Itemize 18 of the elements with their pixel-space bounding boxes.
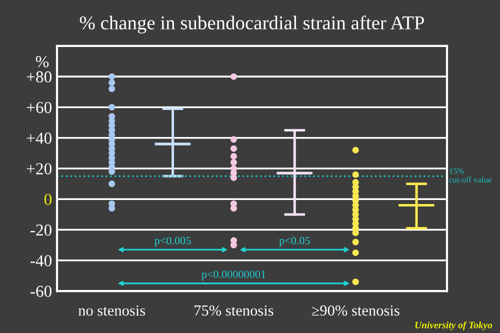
annotation: p<0.00000001 (202, 270, 266, 280)
x-tick-label: ≥90% stenosis (312, 305, 400, 316)
y-tick-label: 0 (44, 194, 52, 206)
chart-title: % change in subendocardial strain after ATP (80, 16, 424, 34)
y-tick-label: +40 (26, 132, 52, 144)
y-tick-label: +60 (26, 102, 52, 114)
ref-line-label: 15% cut-off value (449, 168, 492, 183)
annotation: p<0.05 (279, 236, 310, 247)
y-tick-label: -20 (30, 224, 52, 236)
y-tick-label: +20 (26, 163, 52, 174)
y-tick-label: -40 (30, 255, 52, 266)
text: University of Tokyo (415, 321, 492, 330)
y-tick-label: +80 (26, 71, 52, 83)
annotation: p<0.005 (154, 236, 191, 247)
y-axis-title: % (36, 56, 49, 68)
y-tick-label: -60 (30, 286, 52, 297)
x-tick-label: 75% stenosis (194, 305, 274, 316)
x-tick-label: no stenosis (78, 305, 146, 316)
